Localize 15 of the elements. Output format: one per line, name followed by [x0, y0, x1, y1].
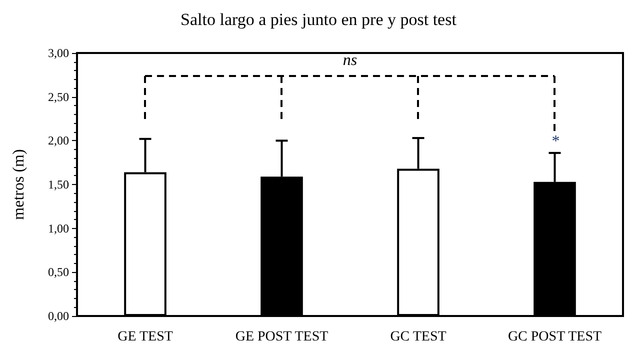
y-tick-label: 0,50	[48, 265, 69, 280]
annotation: *	[552, 132, 560, 151]
y-tick-label: 2,50	[48, 90, 69, 104]
x-tick-label: GE POST TEST	[235, 330, 329, 344]
y-tick-label: 1,50	[48, 178, 69, 192]
annotation: ns	[342, 52, 358, 70]
y-tick-label: 0,00	[48, 309, 69, 323]
x-tick-label: GE TEST	[118, 330, 174, 344]
y-axis-title: metros (m)	[10, 149, 28, 220]
x-tick-label: GC POST TEST	[508, 330, 602, 344]
y-tick-label: 2,00	[48, 134, 69, 148]
y-tick-label: 3,00	[48, 46, 69, 60]
y-tick-label: 1,00	[48, 221, 69, 236]
x-tick-label: GC TEST	[390, 330, 447, 344]
chart-title: Salto largo a pies junto en pre y post test	[180, 10, 457, 29]
